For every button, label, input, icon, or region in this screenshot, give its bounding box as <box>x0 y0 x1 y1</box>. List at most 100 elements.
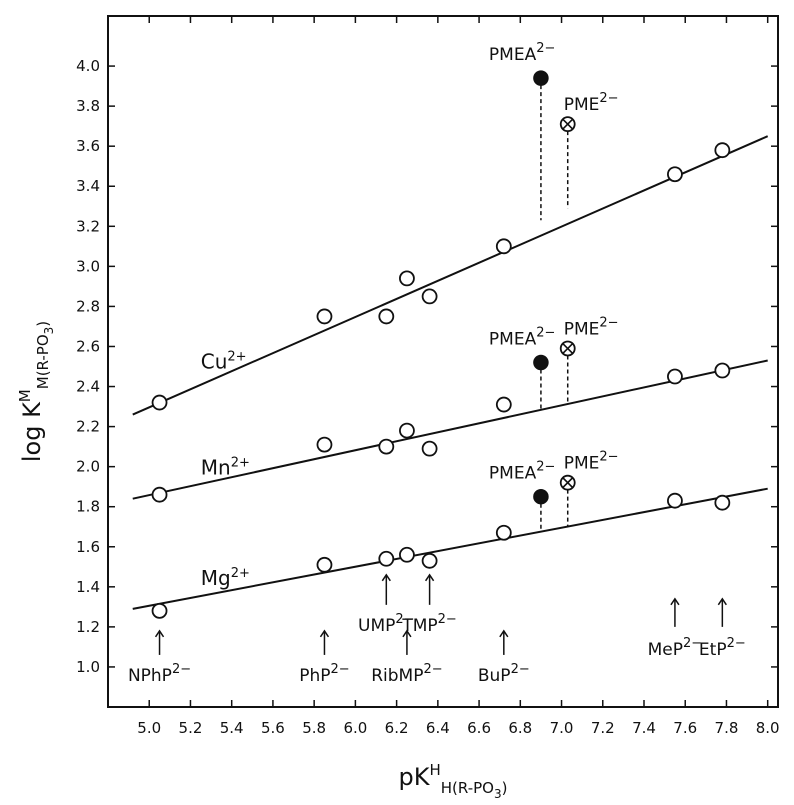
arrowhead-php <box>319 629 330 638</box>
compound-label-ribmp-charge: 2− <box>423 662 442 677</box>
y-tick-label: 2.2 <box>76 418 100 436</box>
y-tick-label: 3.8 <box>76 97 100 115</box>
y-tick-label: 3.2 <box>76 217 100 235</box>
ion-label-mg-text: Mg <box>201 566 231 590</box>
compound-label-bup: BuP2− <box>478 662 530 686</box>
ion-label-mg-charge: 2+ <box>231 566 250 581</box>
x-tick-label: 7.0 <box>550 719 574 737</box>
compound-label-bup-charge: 2− <box>511 662 530 677</box>
plot-frame <box>107 15 779 708</box>
y-tick-label: 1.0 <box>76 658 100 676</box>
axis-titles: pKHH(R-PO3)log KMM(R-PO3) <box>16 321 507 801</box>
fit-lines <box>132 135 769 610</box>
y-axis-title-part: M(R-PO <box>34 334 52 389</box>
compound-label-ump: UMP2− <box>358 612 415 636</box>
arrowhead-ump <box>381 573 391 582</box>
data-point-cu <box>667 166 683 183</box>
compound-label-tmp: TMP2− <box>401 612 456 636</box>
label-pme-charge: 2− <box>599 91 618 106</box>
fit-line-cu <box>132 135 769 416</box>
y-tick-label: 2.4 <box>76 378 100 396</box>
x-tick-label: 6.4 <box>426 719 450 737</box>
data-point-cu <box>714 142 731 159</box>
x-tick-label: 5.6 <box>261 719 285 737</box>
label-pmea-charge: 2− <box>536 326 555 341</box>
data-point-mg <box>667 492 683 509</box>
label-pme: PME2− <box>564 91 619 115</box>
x-tick-label: 6.2 <box>385 719 409 737</box>
data-point-mn <box>399 422 415 439</box>
x-tick-label: 5.0 <box>137 719 161 737</box>
ion-label-mg: Mg2+ <box>201 566 250 590</box>
data-point-mg <box>421 552 438 569</box>
y-axis-title-part: 3 <box>42 327 56 335</box>
x-tick-label: 7.8 <box>715 719 739 737</box>
label-pme-text: PME <box>564 319 600 339</box>
data-point-mn <box>495 396 512 413</box>
compound-label-bup-text: BuP <box>478 666 511 686</box>
x-axis-title-part: 3 <box>494 787 502 801</box>
ion-label-mn-charge: 2+ <box>231 456 250 471</box>
label-pmea: PMEA2− <box>489 460 555 484</box>
fit-line-mn <box>132 359 768 500</box>
y-axis-title-part: M <box>16 389 34 402</box>
y-tick-label: 1.4 <box>76 578 100 596</box>
data-point-mn <box>151 486 168 503</box>
label-pmea-charge: 2− <box>536 41 555 56</box>
compound-label-tmp-charge: 2− <box>438 612 457 627</box>
compound-label-ump-text: UMP <box>358 616 395 636</box>
ion-label-cu-charge: 2+ <box>227 350 246 365</box>
data-point-mg <box>495 524 512 541</box>
x-tick-label: 6.6 <box>467 719 491 737</box>
label-pmea: PMEA2− <box>489 41 555 65</box>
data-point-pmea <box>533 70 549 86</box>
x-tick-label: 6.0 <box>343 719 367 737</box>
label-pme-text: PME <box>564 454 600 474</box>
label-pmea-text: PMEA <box>489 330 537 350</box>
compound-label-etp-charge: 2− <box>727 636 746 651</box>
compound-label-php-charge: 2− <box>331 662 350 677</box>
x-tick-label: 7.6 <box>673 719 697 737</box>
x-tick-label: 8.0 <box>756 719 780 737</box>
label-pme: PME2− <box>564 315 619 339</box>
label-pmea-text: PMEA <box>489 464 537 484</box>
label-pme: PME2− <box>564 450 619 474</box>
data-point-mg <box>378 550 395 567</box>
compound-label-ribmp: RibMP2− <box>371 662 442 686</box>
data-point-mg <box>151 602 168 619</box>
arrowhead-mep <box>670 597 680 606</box>
annotation-labels: PMEA2−PME2−Cu2+PMEA2− PME2−Mn2+PMEA2− PME2… <box>128 41 746 686</box>
label-pme-charge: 2− <box>599 315 618 330</box>
y-tick-label: 1.6 <box>76 538 100 556</box>
data-point-mn <box>316 436 333 453</box>
y-tick-label: 2.8 <box>76 297 100 315</box>
y-tick-label: 2.0 <box>76 458 100 476</box>
ion-label-mn: Mn2+ <box>201 456 250 480</box>
data-point-cu <box>378 308 395 325</box>
y-axis-title-part: log K <box>18 401 46 462</box>
x-tick-label: 7.4 <box>632 719 656 737</box>
y-tick-label: 1.8 <box>76 498 100 516</box>
arrowhead-bup <box>499 629 509 638</box>
ion-label-cu: Cu2+ <box>201 350 247 374</box>
compound-label-nphp: NPhP2− <box>128 662 191 686</box>
x-axis-title-part: ) <box>502 779 508 797</box>
fit-line-mg <box>132 487 768 610</box>
label-pmea-charge: 2− <box>536 460 555 475</box>
compound-label-mep-text: MeP <box>648 640 683 660</box>
compound-label-mep: MeP2− <box>648 636 703 660</box>
arrowhead-tmp <box>424 573 435 582</box>
arrowhead-etp <box>717 597 727 606</box>
data-markers <box>151 70 731 619</box>
data-point-mg <box>316 556 333 573</box>
x-tick-label: 5.4 <box>220 719 244 737</box>
data-point-cu <box>151 394 168 411</box>
compound-label-php-text: PhP <box>299 666 330 686</box>
data-point-pmea <box>533 488 549 505</box>
compound-label-nphp-text: NPhP <box>128 666 172 686</box>
data-point-mn <box>421 440 438 457</box>
data-point-mn <box>714 362 731 379</box>
data-point-cu <box>399 270 415 287</box>
data-point-cu <box>421 288 438 305</box>
